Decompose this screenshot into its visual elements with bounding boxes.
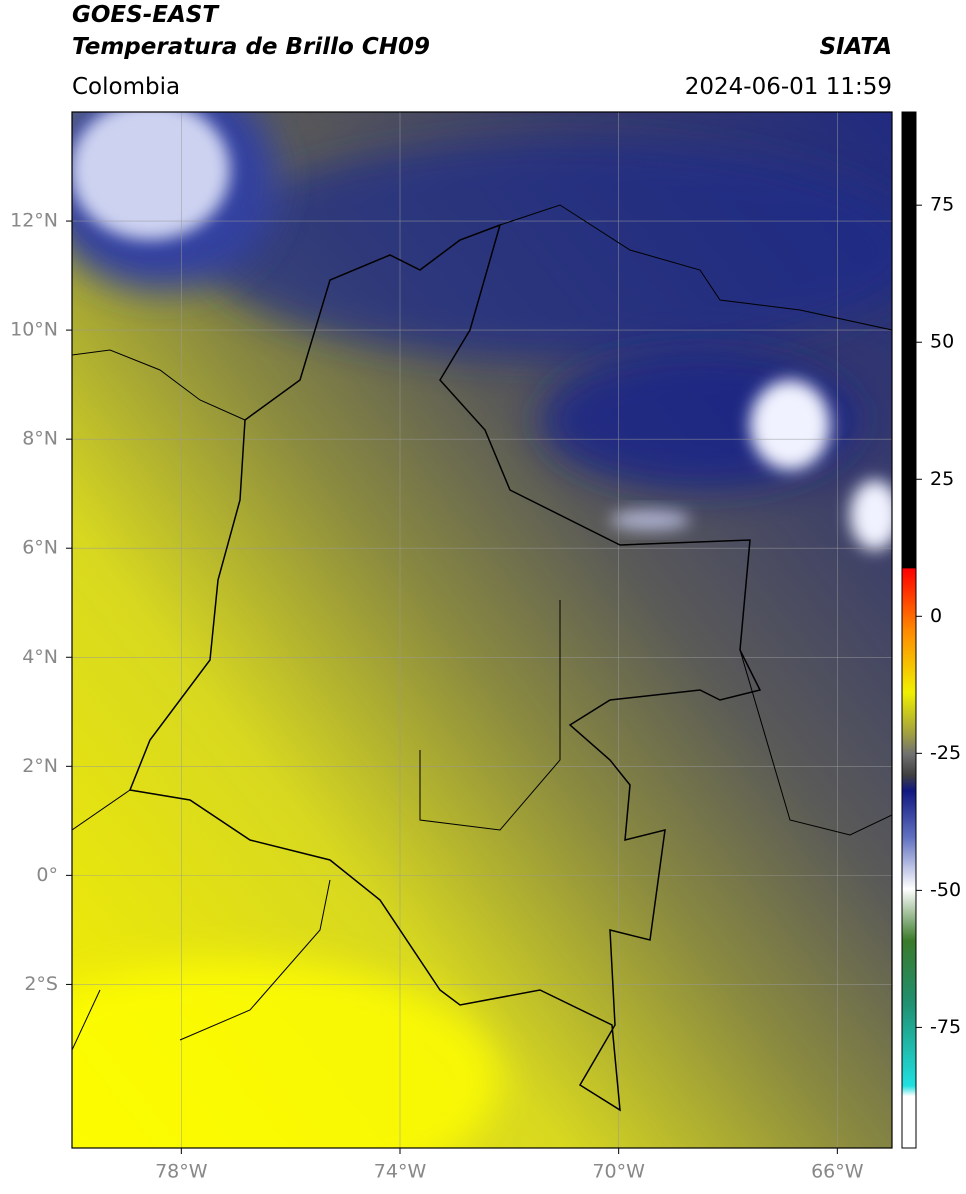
colorbar-tick-label: -75 bbox=[930, 1016, 961, 1038]
colorbar bbox=[901, 111, 917, 1149]
y-tick-label: 6°N bbox=[22, 537, 58, 559]
borders bbox=[72, 204, 892, 1112]
source-label: SIATA bbox=[820, 34, 892, 60]
satellite-title: GOES-EAST bbox=[72, 2, 220, 28]
datetime-label: 2024-06-01 11:59 bbox=[685, 74, 892, 100]
colorbar-tick-label: -25 bbox=[930, 742, 961, 764]
y-tick-label: 10°N bbox=[10, 319, 58, 341]
x-tick-label: 74°W bbox=[374, 1161, 427, 1183]
colorbar-tick-label: -50 bbox=[930, 879, 961, 901]
satellite-image bbox=[72, 112, 892, 1148]
region-label: Colombia bbox=[72, 74, 180, 100]
ticks: 78°W 74°W 70°W 66°W 2°S 0° 2°N 4°N 6°N 8°N 10°N 12°… bbox=[10, 194, 961, 1183]
map-frame bbox=[71, 111, 893, 1149]
y-tick-label: 2°N bbox=[22, 755, 58, 777]
y-tick-label: 2°S bbox=[24, 973, 58, 995]
grid bbox=[72, 112, 892, 1148]
x-tick-label: 70°W bbox=[592, 1161, 645, 1183]
y-tick-label: 8°N bbox=[22, 428, 58, 450]
y-tick-label: 12°N bbox=[10, 210, 58, 232]
colorbar-tick-label: 75 bbox=[930, 194, 954, 216]
colorbar-tick-label: 0 bbox=[930, 605, 942, 627]
colorbar-tick-label: 25 bbox=[930, 468, 954, 490]
y-tick-label: 4°N bbox=[22, 646, 58, 668]
y-tick-label: 0° bbox=[36, 864, 58, 886]
product-title: Temperatura de Brillo CH09 bbox=[72, 34, 430, 60]
colorbar-tick-label: 50 bbox=[930, 331, 954, 353]
x-tick-label: 66°W bbox=[811, 1161, 864, 1183]
x-tick-label: 78°W bbox=[155, 1161, 208, 1183]
